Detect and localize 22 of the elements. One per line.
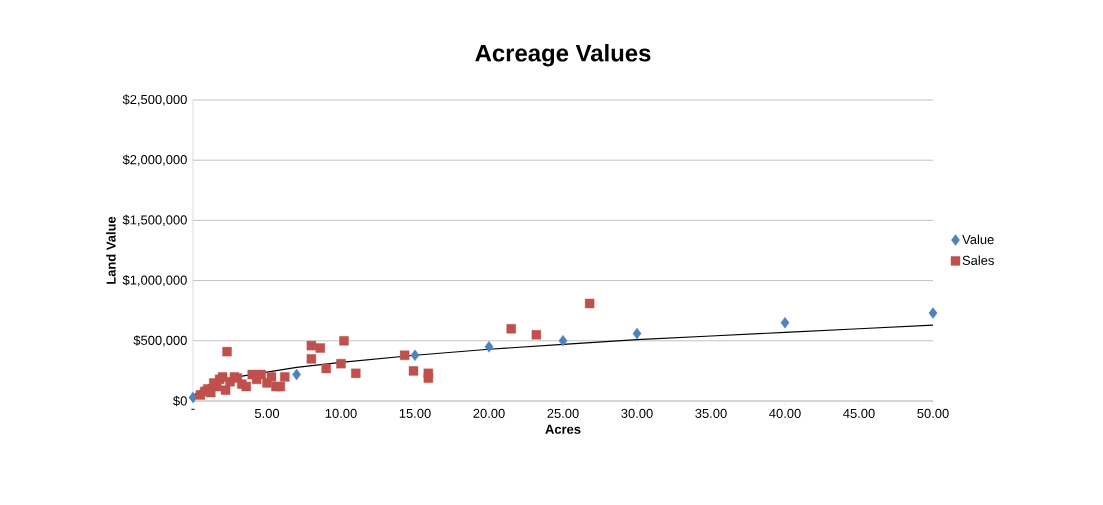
y-tick-label: $1,500,000	[122, 214, 187, 227]
legend-label: Value	[962, 234, 994, 245]
x-tick-label: 30.00	[621, 408, 653, 418]
y-tick-label: $1,000,000	[122, 274, 187, 287]
legend-label: Sales	[962, 255, 994, 265]
y-tick-label: $500,000	[133, 335, 187, 347]
x-tick-label: 15.00	[399, 408, 431, 418]
y-axis-title: Land Value	[106, 216, 116, 284]
y-tick-label: $2,500,000	[122, 94, 187, 106]
x-tick-label: 45.00	[843, 408, 875, 418]
y-tick-label: $0	[173, 395, 187, 407]
x-tick-label: -	[191, 408, 195, 410]
chart-title: Acreage Values	[475, 44, 651, 67]
x-tick-label: 25.00	[547, 408, 579, 418]
x-tick-label: 5.00	[254, 408, 280, 418]
x-tick-label: 50.00	[917, 408, 949, 418]
x-axis-title: Acres	[545, 424, 581, 434]
x-tick-label: 35.00	[695, 408, 727, 418]
x-tick-label: 20.00	[473, 408, 505, 418]
x-tick-label: 40.00	[769, 408, 801, 418]
y-tick-label: $2,000,000	[122, 154, 187, 166]
x-tick-label: 10.00	[325, 408, 357, 418]
